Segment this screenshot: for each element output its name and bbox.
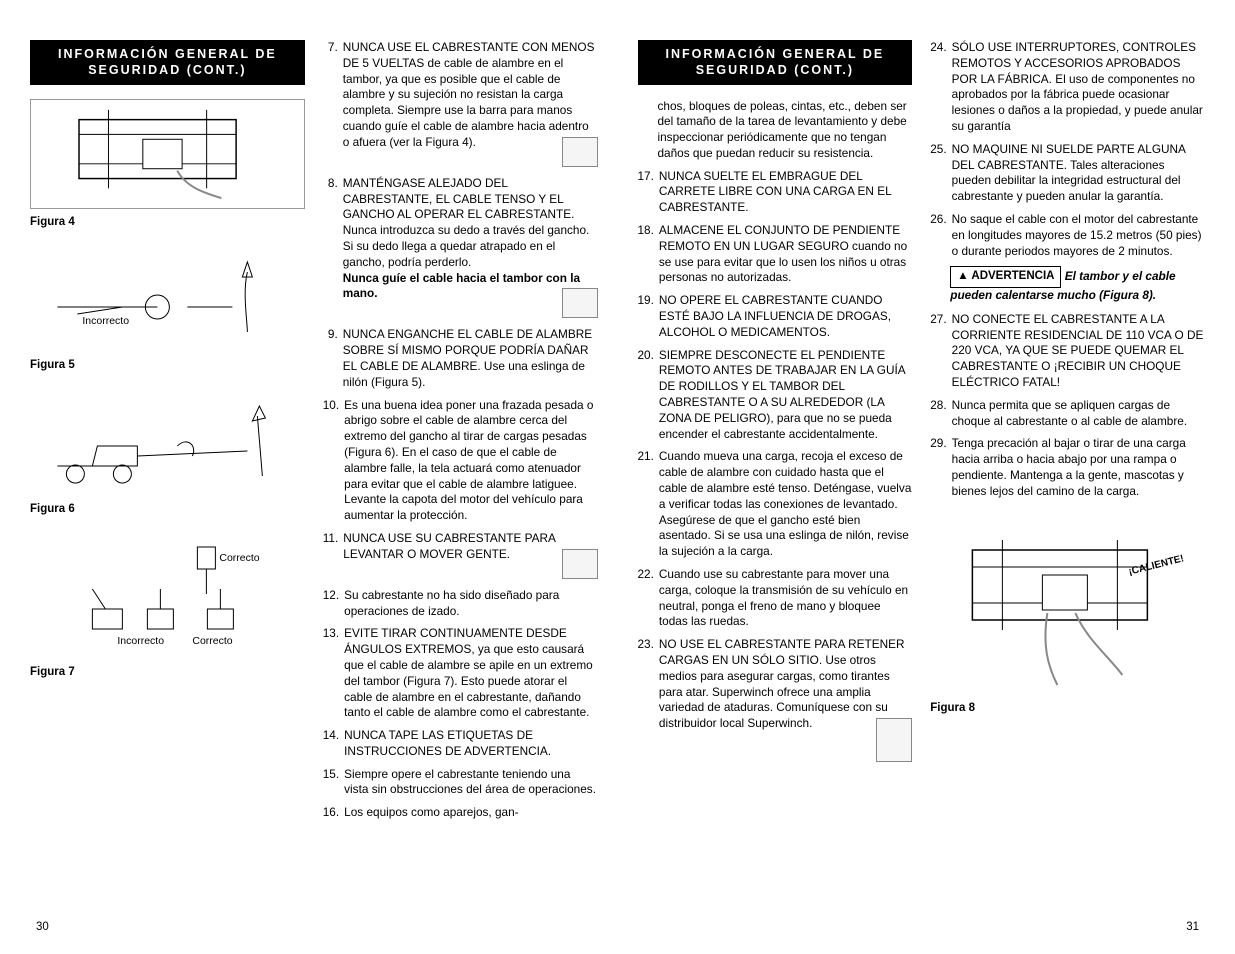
inline-icon-hand-bar	[562, 137, 598, 167]
figure-8-label: Figura 8	[930, 701, 1205, 717]
figure-6-label: Figura 6	[30, 502, 305, 518]
right-col-2: 24.SÓLO USE INTERRUPTORES, CONTROLES REM…	[930, 40, 1205, 934]
fig7-correct-top: Correcto	[219, 552, 259, 564]
instruction-list-16b-23: chos, bloques de poleas, cintas, etc., d…	[638, 99, 913, 765]
instruction-list-24-29: 24.SÓLO USE INTERRUPTORES, CONTROLES REM…	[930, 40, 1205, 259]
figure-5-label: Figura 5	[30, 358, 305, 374]
figure-4-illustration	[30, 99, 305, 209]
right-col-1: INFORMACIÓN GENERAL DE SEGURIDAD (CONT.)…	[638, 40, 913, 934]
figure-6-illustration	[30, 396, 305, 496]
page-number-left: 30	[36, 920, 49, 936]
figure-7-label: Figura 7	[30, 665, 305, 681]
fig7-correct-bottom: Correcto	[192, 635, 232, 647]
instruction-list-27-29: 27.NO CONECTE EL CABRESTANTE A LA CORRIE…	[930, 312, 1205, 500]
inline-icon-tiedown	[876, 718, 912, 762]
warning-block: ▲ ADVERTENCIA El tambor y el cable puede…	[930, 266, 1205, 303]
section-header-left: INFORMACIÓN GENERAL DE SEGURIDAD (CONT.)	[30, 40, 305, 85]
section-header-right: INFORMACIÓN GENERAL DE SEGURIDAD (CONT.)	[638, 40, 913, 85]
left-col-text: 7. NUNCA USE EL CABRESTANTE CON MENOS DE…	[323, 40, 598, 934]
figure-7-illustration: Correcto Incorrecto Correcto	[30, 539, 305, 659]
page-31: INFORMACIÓN GENERAL DE SEGURIDAD (CONT.)…	[618, 40, 1206, 934]
instruction-list-7-16: 7. NUNCA USE EL CABRESTANTE CON MENOS DE…	[323, 40, 598, 821]
figure-4-label: Figura 4	[30, 215, 305, 231]
figure-8-illustration: ¡CALIENTE!	[930, 525, 1205, 695]
page-number-right: 31	[1186, 920, 1199, 936]
left-col-figures: INFORMACIÓN GENERAL DE SEGURIDAD (CONT.)…	[30, 40, 305, 934]
warning-badge: ▲ ADVERTENCIA	[950, 266, 1061, 288]
figure-5-illustration: Incorrecto	[30, 252, 305, 352]
fig5-incorrect-label: Incorrecto	[82, 315, 129, 327]
fig7-incorrect: Incorrecto	[117, 635, 164, 647]
inline-icon-hand-drum	[562, 288, 598, 318]
page-30: INFORMACIÓN GENERAL DE SEGURIDAD (CONT.)…	[30, 40, 618, 934]
inline-icon-no-people	[562, 549, 598, 579]
